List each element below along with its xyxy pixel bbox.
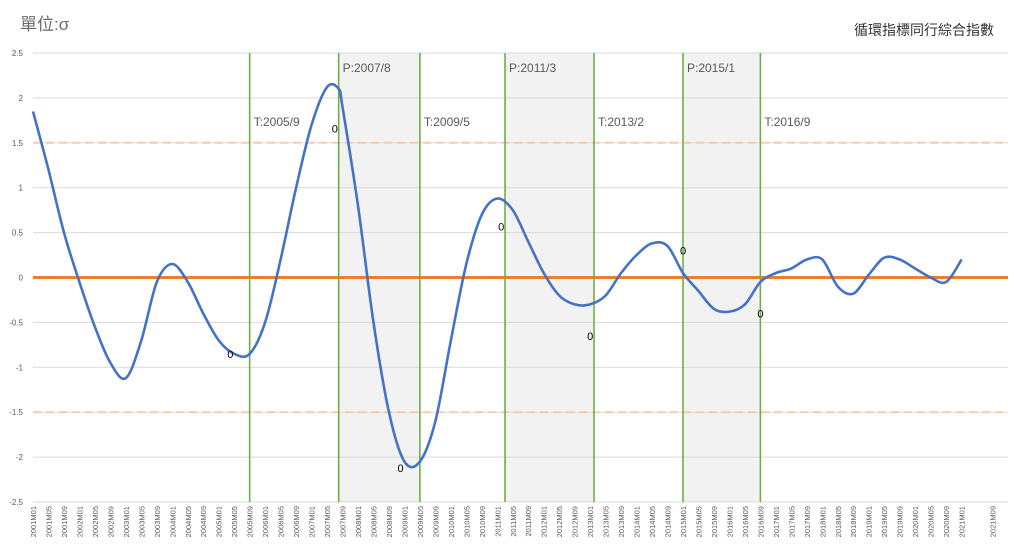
x-tick-label: 2002M05 [91, 506, 100, 537]
y-tick-label: 2 [19, 94, 24, 103]
x-tick-label: 2001M09 [60, 506, 69, 537]
x-tick-label: 2011M05 [509, 506, 518, 537]
x-tick-label: 2005M05 [230, 506, 239, 537]
x-tick-label: 2018M01 [818, 506, 827, 537]
x-tick-label: 2012M01 [540, 506, 549, 537]
turning-point-label: P:2015/1 [687, 61, 735, 75]
x-tick-label: 2008M09 [385, 506, 394, 537]
x-tick-label: 2016M01 [725, 506, 734, 537]
annotation-label: 0 [397, 463, 403, 475]
turning-point-label: T:2009/5 [424, 115, 470, 129]
x-tick-label: 2014M01 [633, 506, 642, 537]
x-tick-label: 2004M09 [199, 506, 208, 537]
y-tick-label: -1 [16, 363, 24, 372]
turning-point-label: T:2016/9 [764, 115, 810, 129]
x-tick-label: 2010M05 [462, 506, 471, 537]
y-tick-label: 0 [19, 274, 24, 283]
y-tick-label: -0.5 [9, 318, 23, 327]
turning-point-label: P:2011/3 [509, 61, 556, 75]
x-tick-label: 2011M09 [524, 506, 533, 537]
x-tick-label: 2011M01 [493, 506, 502, 537]
annotation-label: 0 [332, 123, 338, 135]
x-tick-label: 2008M01 [354, 506, 363, 537]
y-tick-label: 0.5 [12, 229, 24, 238]
x-tick-label: 2020M01 [911, 506, 920, 537]
turning-point-label: T:2013/2 [598, 115, 644, 129]
annotation-label: 0 [680, 246, 686, 258]
x-tick-label: 2012M09 [571, 506, 580, 537]
x-tick-label: 2003M09 [153, 506, 162, 537]
x-tick-label: 2010M09 [478, 506, 487, 537]
turning-point-label: T:2005/9 [254, 115, 300, 129]
x-tick-label: 2018M05 [834, 506, 843, 537]
x-tick-label: 2012M05 [555, 506, 564, 537]
unit-label: 單位:σ [20, 10, 69, 35]
x-tick-label: 2013M05 [602, 506, 611, 537]
y-tick-label: -2 [16, 453, 24, 462]
x-tick-label: 2004M01 [168, 506, 177, 537]
x-tick-label: 2006M09 [292, 506, 301, 537]
x-tick-label: 2005M01 [215, 506, 224, 537]
x-tick-label: 2021M09 [989, 506, 998, 537]
annotation-label: 0 [757, 308, 763, 320]
x-tick-label: 2006M05 [277, 506, 286, 537]
x-tick-label: 2013M01 [586, 506, 595, 537]
annotation-label: 0 [227, 349, 233, 361]
x-tick-label: 2015M05 [695, 506, 704, 537]
y-tick-label: 1 [19, 184, 24, 193]
x-tick-label: 2007M05 [323, 506, 332, 537]
y-tick-label: -2.5 [9, 498, 23, 507]
y-tick-label: 2.5 [12, 49, 24, 58]
turning-point-label: P:2007/8 [343, 61, 391, 75]
x-tick-label: 2016M09 [756, 506, 765, 537]
x-tick-label: 2007M01 [308, 506, 317, 537]
annotation-label: 0 [498, 221, 504, 233]
x-tick-label: 2020M05 [927, 506, 936, 537]
x-tick-label: 2019M01 [865, 506, 874, 537]
x-tick-label: 2015M01 [679, 506, 688, 537]
x-tick-label: 2009M05 [416, 506, 425, 537]
annotation-label: 0 [587, 331, 593, 343]
x-tick-label: 2015M09 [710, 506, 719, 537]
x-tick-label: 2001M01 [29, 506, 38, 537]
x-tick-label: 2002M01 [75, 506, 84, 537]
x-tick-label: 2009M01 [400, 506, 409, 537]
x-tick-label: 2017M09 [803, 506, 812, 537]
x-tick-label: 2016M05 [741, 506, 750, 537]
x-tick-label: 2003M01 [122, 506, 131, 537]
x-tick-label: 2005M09 [246, 506, 255, 537]
x-tick-label: 2019M05 [880, 506, 889, 537]
x-tick-label: 2017M05 [787, 506, 796, 537]
x-tick-label: 2019M09 [896, 506, 905, 537]
x-tick-label: 2001M05 [45, 506, 54, 537]
x-tick-label: 2002M09 [106, 506, 115, 537]
x-tick-label: 2004M05 [184, 506, 193, 537]
x-tick-label: 2006M01 [261, 506, 270, 537]
y-tick-label: -1.5 [9, 408, 23, 417]
x-tick-label: 2020M09 [942, 506, 951, 537]
x-tick-label: 2014M05 [648, 506, 657, 537]
x-tick-label: 2009M09 [431, 506, 440, 537]
x-tick-label: 2017M01 [772, 506, 781, 537]
x-tick-label: 2014M09 [664, 506, 673, 537]
x-tick-label: 2008M05 [370, 506, 379, 537]
x-tick-label: 2018M09 [849, 506, 858, 537]
x-tick-label: 2007M09 [339, 506, 348, 537]
series-line [33, 84, 962, 467]
y-tick-label: 1.5 [12, 139, 24, 148]
chart-title: 循環指標同行綜合指數 [854, 20, 994, 40]
x-tick-label: 2021M01 [958, 506, 967, 537]
x-tick-label: 2010M01 [447, 506, 456, 537]
x-tick-label: 2013M09 [617, 506, 626, 537]
x-tick-label: 2003M05 [137, 506, 146, 537]
